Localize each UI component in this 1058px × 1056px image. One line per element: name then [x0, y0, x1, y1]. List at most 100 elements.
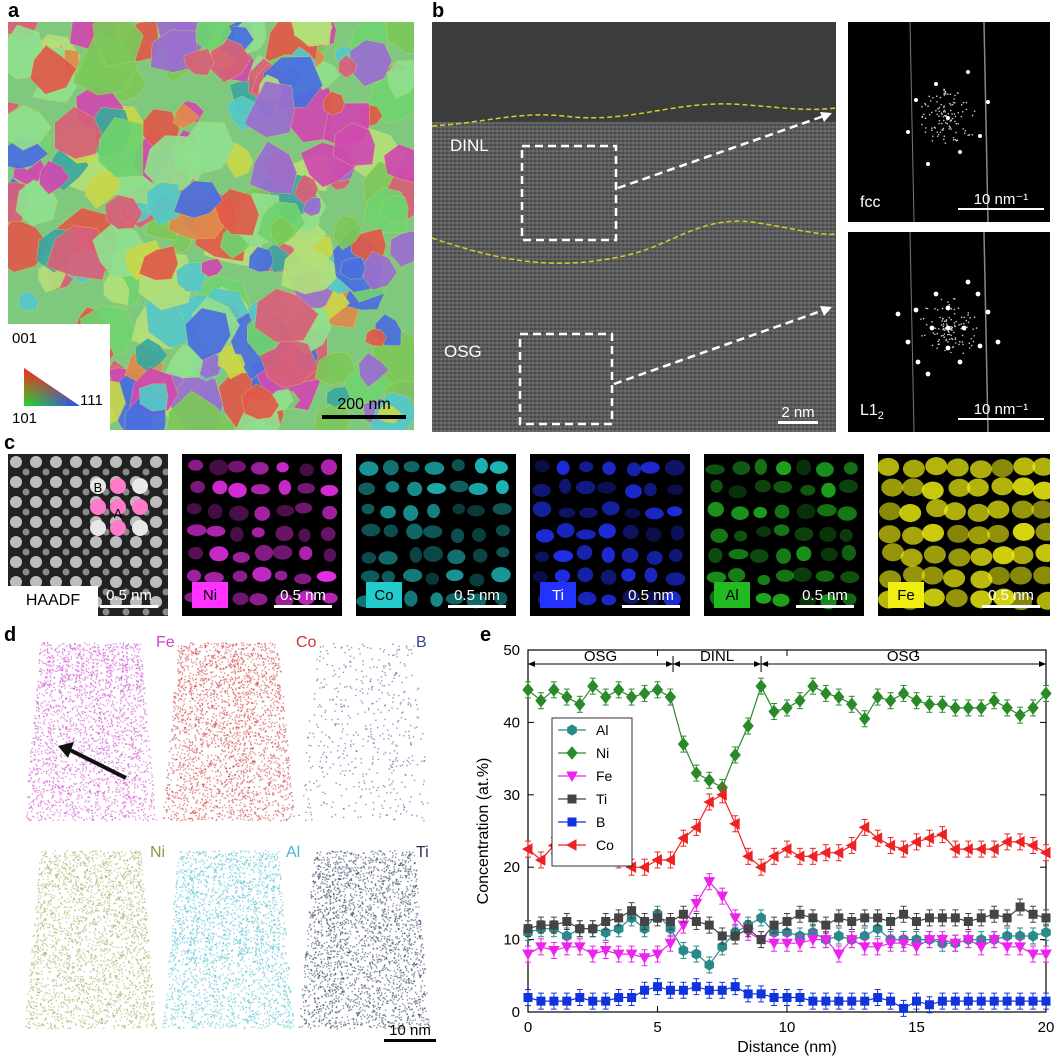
apt-atom	[61, 715, 63, 718]
apt-atom	[132, 809, 134, 811]
apt-atom	[74, 664, 77, 667]
eds-signal-blob	[992, 546, 1015, 565]
apt-atom	[54, 812, 56, 814]
eds-signal-blob	[250, 461, 269, 475]
apt-atom	[40, 660, 43, 662]
apt-atom	[27, 796, 29, 799]
apt-atom	[59, 812, 61, 814]
apt-atom	[288, 778, 291, 780]
apt-atom	[54, 649, 56, 651]
fft-speckle	[938, 119, 941, 122]
apt-atom	[119, 794, 122, 796]
apt-atom	[145, 798, 147, 801]
atom-column	[130, 556, 142, 568]
apt-atom	[273, 651, 275, 653]
apt-atom	[129, 770, 131, 773]
fft-speckle	[948, 102, 951, 105]
apt-atom	[72, 701, 74, 703]
apt-atom	[272, 817, 275, 820]
apt-atom	[35, 700, 37, 702]
apt-atom	[75, 723, 77, 725]
eds-signal-blob	[837, 506, 857, 521]
apt-atom	[81, 761, 83, 764]
apt-atom	[30, 755, 32, 758]
apt-atom	[291, 792, 293, 794]
apt-atom	[73, 791, 75, 793]
apt-atom	[108, 680, 110, 683]
eds-signal-blob	[774, 504, 790, 519]
eds-signal-blob	[966, 478, 989, 497]
apt-atom	[72, 811, 75, 813]
fft-speckle	[953, 308, 956, 311]
apt-atom	[32, 815, 34, 818]
apt-atom	[62, 772, 64, 775]
apt-atom	[63, 812, 66, 814]
apt-atom	[59, 681, 61, 683]
apt-atom	[136, 705, 139, 707]
apt-atom	[87, 740, 89, 743]
grain	[293, 22, 333, 45]
apt-atom	[44, 680, 46, 682]
apt-atom	[149, 772, 152, 774]
eds-signal-blob	[970, 547, 993, 566]
apt-atom	[240, 772, 242, 775]
apt-atom	[119, 765, 121, 768]
apt-atom	[81, 686, 83, 688]
apt-atom	[43, 685, 45, 688]
apt-atom	[78, 675, 80, 677]
apt-atom	[250, 810, 252, 812]
apt-atom	[256, 814, 258, 817]
apt-atom	[43, 669, 45, 672]
apt-atom	[217, 643, 220, 645]
apt-atom	[259, 642, 261, 645]
apt-atom	[271, 729, 274, 732]
apt-atom	[51, 787, 53, 790]
apt-atom	[116, 744, 118, 747]
apt-atom	[98, 652, 100, 655]
atom-column	[122, 608, 130, 616]
apt-atom	[69, 698, 71, 700]
eds-signal-blob	[361, 552, 377, 564]
apt-atom	[125, 802, 127, 804]
apt-atom	[190, 692, 193, 694]
apt-atom	[261, 669, 264, 672]
apt-atom	[147, 771, 149, 773]
apt-atom	[285, 750, 287, 752]
apt-atom	[184, 775, 186, 777]
apt-atom	[103, 729, 105, 732]
apt-atom	[126, 658, 128, 661]
apt-atom	[226, 643, 229, 646]
apt-atom	[241, 798, 243, 801]
apt-atom	[125, 815, 127, 817]
apt-atom	[35, 763, 37, 766]
apt-atom	[66, 671, 69, 673]
apt-atom	[186, 750, 189, 752]
apt-atom	[76, 790, 78, 793]
fft-speckle	[952, 101, 955, 104]
apt-atom	[222, 810, 224, 812]
apt-atom	[49, 664, 52, 666]
apt-atom	[214, 700, 216, 702]
apt-atom	[80, 716, 82, 718]
apt-atom	[134, 752, 137, 755]
apt-atom	[45, 773, 48, 775]
apt-atom	[132, 758, 134, 760]
apt-atom	[265, 676, 267, 679]
apt-atom	[236, 654, 239, 656]
eds-signal-blob	[322, 505, 338, 520]
apt-atom	[26, 814, 28, 816]
apt-atom	[113, 649, 115, 651]
eds-signal-blob	[948, 548, 971, 567]
apt-atom	[142, 680, 144, 682]
apt-atom	[146, 818, 148, 821]
apt-atom	[137, 749, 139, 751]
apt-atom	[139, 797, 141, 799]
eds-fe-element: Fe	[897, 586, 915, 604]
apt-atom	[133, 733, 135, 735]
apt-atom	[68, 804, 70, 807]
eds-signal-blob	[838, 479, 858, 493]
eds-signal-blob	[204, 571, 224, 584]
apt-atom	[217, 645, 219, 647]
eds-signal-blob	[794, 527, 814, 542]
apt-atom	[51, 743, 53, 745]
